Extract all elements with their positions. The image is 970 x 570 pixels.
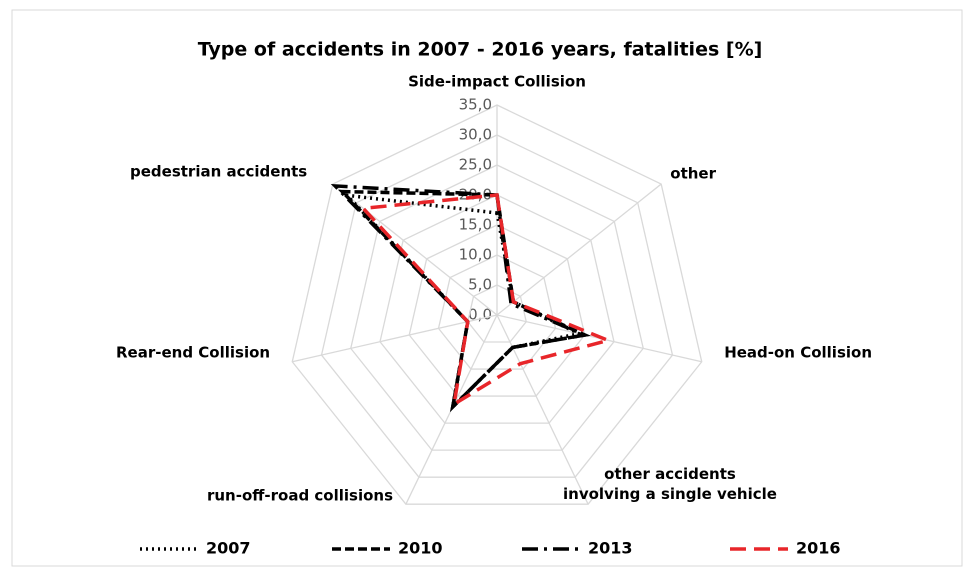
r-tick-label: 0,0 (468, 306, 492, 324)
series-line (359, 193, 614, 408)
spoke (292, 314, 498, 363)
grid-ring (350, 164, 644, 451)
r-tick-label: 30,0 (459, 126, 492, 144)
category-label: other accidents involving a single vehicl… (563, 465, 777, 503)
chart-title: Type of accidents in 2007 - 2016 years, … (198, 39, 763, 61)
r-tick-label: 35,0 (459, 96, 492, 114)
category-label: run-off-road collisions (207, 487, 393, 505)
category-label: Rear-end Collision (116, 344, 270, 362)
r-tick-label: 10,0 (459, 246, 492, 264)
category-label: pedestrian accidents (130, 163, 307, 181)
series-line (330, 183, 591, 413)
legend-label: 2010 (398, 539, 443, 558)
r-tick-label: 5,0 (468, 276, 492, 294)
category-label: Head-on Collision (724, 344, 872, 362)
chart-border (11, 9, 963, 567)
grid-ring (467, 284, 527, 343)
legend-label: 2013 (588, 539, 633, 558)
legend-label: 2016 (796, 539, 841, 558)
grid-ring (291, 104, 703, 505)
category-label: Side-impact Collision (408, 73, 586, 91)
grid-ring (320, 134, 674, 478)
spoke (332, 183, 498, 316)
grid-ring (437, 254, 557, 370)
legend-label: 2007 (206, 539, 251, 558)
r-tick-label: 25,0 (459, 156, 492, 174)
category-label: other (670, 165, 716, 183)
grid-ring (379, 194, 615, 424)
r-tick-label: 15,0 (459, 216, 492, 234)
spoke (496, 183, 662, 316)
